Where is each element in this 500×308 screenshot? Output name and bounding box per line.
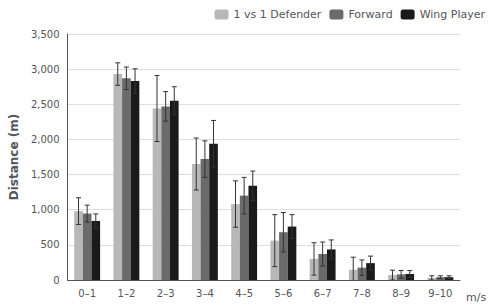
svg-text:3,000: 3,000	[31, 64, 60, 75]
svg-text:500: 500	[40, 239, 59, 250]
svg-text:0: 0	[53, 275, 59, 286]
svg-text:Wing Player: Wing Player	[420, 8, 486, 21]
svg-text:3,500: 3,500	[31, 29, 60, 40]
svg-text:2,000: 2,000	[31, 134, 60, 145]
svg-text:1,000: 1,000	[31, 204, 60, 215]
svg-text:1–2: 1–2	[118, 288, 136, 299]
svg-text:7–8: 7–8	[353, 288, 371, 299]
svg-text:m/s: m/s	[466, 291, 486, 304]
svg-text:9–10: 9–10	[428, 288, 452, 299]
svg-text:Distance (m): Distance (m)	[7, 114, 21, 201]
svg-text:Forward: Forward	[348, 8, 392, 21]
svg-text:0–1: 0–1	[78, 288, 96, 299]
svg-text:8–9: 8–9	[392, 288, 410, 299]
svg-text:2–3: 2–3	[157, 288, 175, 299]
svg-text:1 vs 1 Defender: 1 vs 1 Defender	[234, 8, 322, 21]
svg-text:1,500: 1,500	[31, 169, 60, 180]
svg-text:4–5: 4–5	[235, 288, 253, 299]
svg-text:5–6: 5–6	[275, 288, 293, 299]
svg-text:6–7: 6–7	[314, 288, 332, 299]
svg-text:2,500: 2,500	[31, 99, 60, 110]
svg-text:3–4: 3–4	[196, 288, 214, 299]
